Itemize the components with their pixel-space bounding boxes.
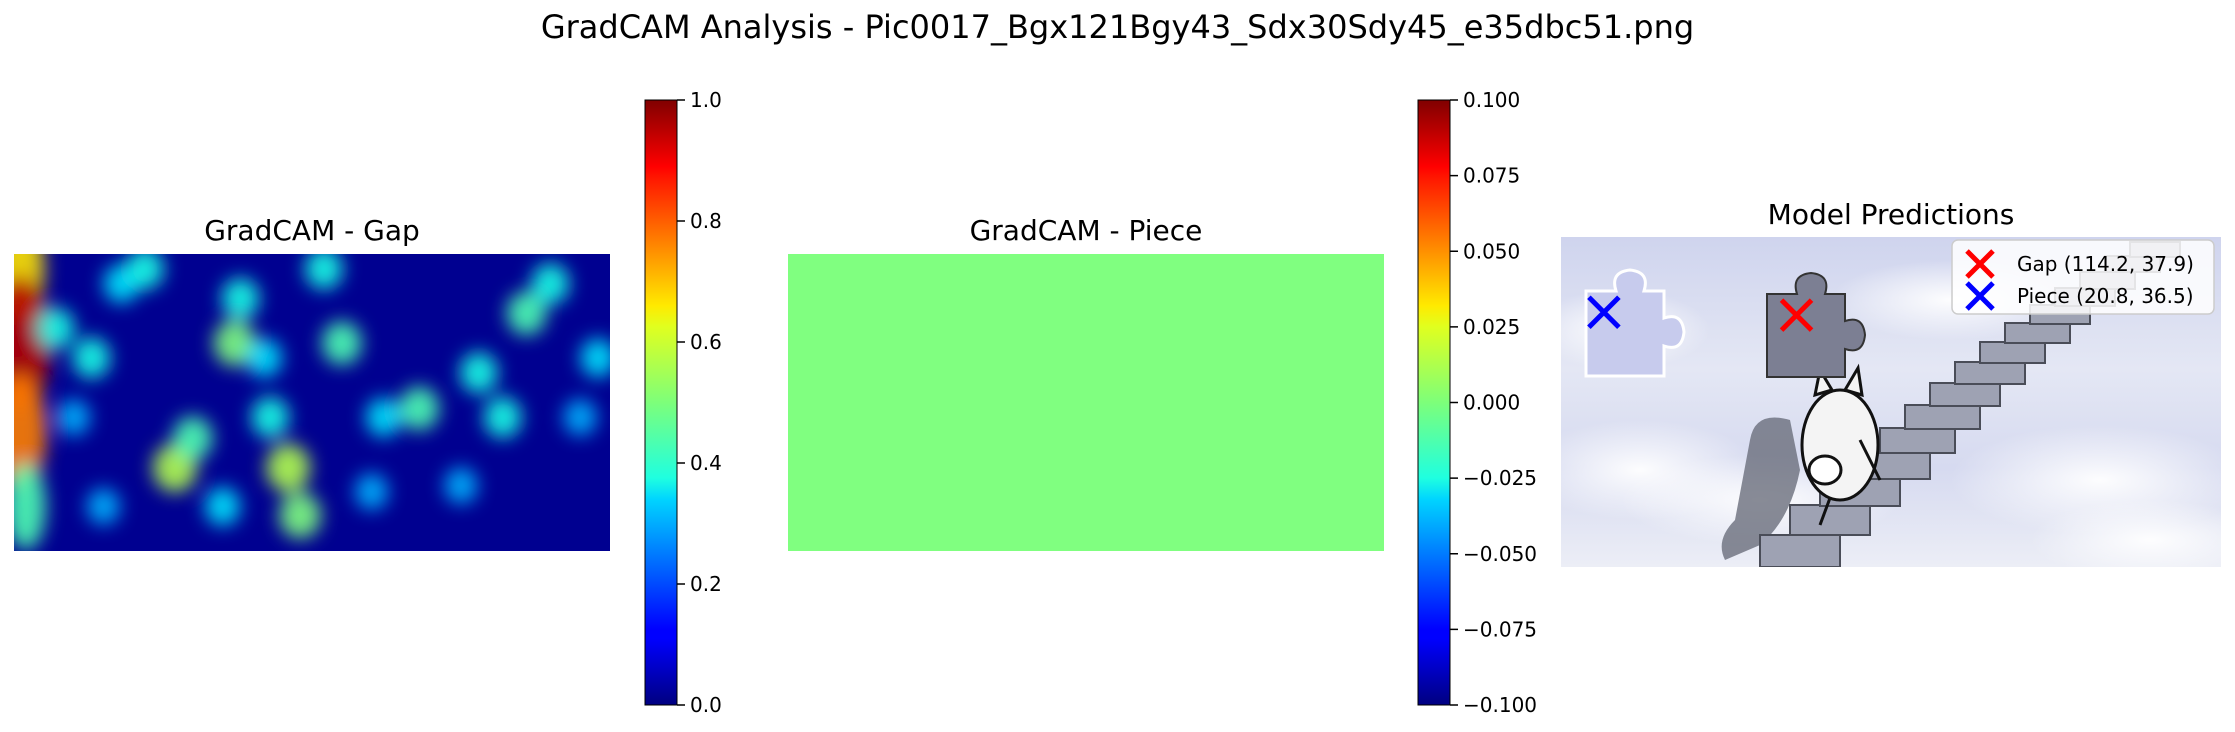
colorbar-tick-label: 0.4 [690, 451, 722, 475]
heatmap-hotspot [483, 396, 522, 439]
heatmap-hotspot [86, 488, 120, 525]
heatmap-hotspot [213, 320, 256, 367]
piece-heatmap-title: GradCAM - Piece [969, 214, 1203, 247]
heatmap-hotspot [563, 399, 597, 436]
legend: Gap (114.2, 37.9) Piece (20.8, 36.5) [1951, 239, 2215, 315]
piece-heatmap [788, 254, 1384, 551]
colorbar-tick-label: 0.025 [1463, 315, 1520, 339]
colorbar-tick-label: −0.100 [1463, 693, 1537, 717]
heatmap-hotspot [172, 416, 213, 461]
colorbar-tick-label: 0.075 [1463, 164, 1520, 188]
colorbar-tick-label: 1.0 [690, 88, 722, 112]
gap-colorbar: 0.0 0.2 0.4 0.6 0.8 1.0 [644, 88, 722, 717]
heatmap-hotspot [246, 338, 283, 378]
gap-heatmap-title: GradCAM - Gap [204, 214, 420, 247]
legend-entry: Piece (20.8, 36.5) [2017, 284, 2194, 308]
predictions-title: Model Predictions [1767, 198, 2015, 231]
colorbar-tick-label: −0.050 [1463, 542, 1537, 566]
heatmap-hotspot [72, 337, 111, 379]
legend-marker [1965, 249, 1995, 279]
puzzle-piece-shape [1584, 268, 1686, 378]
heatmap-hotspot [460, 352, 498, 394]
heatmap-hotspot [204, 486, 241, 526]
heatmap-hotspot [506, 291, 547, 336]
legend-entry: Gap (114.2, 37.9) [2017, 252, 2194, 276]
gap-heatmap [14, 254, 610, 551]
heatmap-hotspot [57, 399, 91, 436]
heatmap-hotspot [221, 277, 260, 320]
heatmap-hotspot [531, 263, 570, 305]
colorbar-tick-label: 0.050 [1463, 239, 1520, 263]
legend-marker [1965, 281, 1995, 311]
heatmap-hotspot [266, 443, 311, 493]
puzzle-gap-shape [1766, 271, 1867, 378]
colorbar-tick-label: −0.025 [1463, 466, 1537, 490]
colorbar-tick-label: −0.075 [1463, 617, 1537, 641]
heatmap-hotspot [355, 473, 389, 510]
colorbar-tick-label: 0.100 [1463, 88, 1520, 112]
colorbar-tick-label: 0.2 [690, 572, 722, 596]
heatmap-hotspot [444, 467, 478, 504]
heatmap-hotspot [36, 307, 75, 349]
figure-title: GradCAM Analysis - Pic0017_Bgx121Bgy43_S… [540, 8, 1695, 46]
colorbar-tick-label: 0.8 [690, 209, 722, 233]
heatmap-hotspot [279, 492, 322, 539]
heatmap-hotspot [14, 373, 47, 491]
gap-prediction-marker [1779, 298, 1814, 332]
colorbar-tick-label: 0.6 [690, 330, 722, 354]
heatmap-hotspot [14, 462, 46, 551]
piece-colorbar: −0.100 −0.075 −0.050 −0.025 0.000 0.025 0.050 0… [1417, 88, 1537, 717]
heatmap-hotspot [399, 386, 440, 431]
heatmap-hotspot [321, 321, 362, 365]
colorbar-tick-label: 0.000 [1463, 391, 1520, 415]
colorbar-tick-label: 0.0 [690, 693, 722, 717]
heatmap-hotspot [305, 254, 343, 290]
heatmap-hotspot [365, 397, 402, 437]
heatmap-hotspot [126, 254, 164, 290]
piece-prediction-marker [1587, 295, 1621, 330]
heatmap-hotspot [251, 396, 290, 439]
heatmap-hotspot [580, 338, 610, 378]
